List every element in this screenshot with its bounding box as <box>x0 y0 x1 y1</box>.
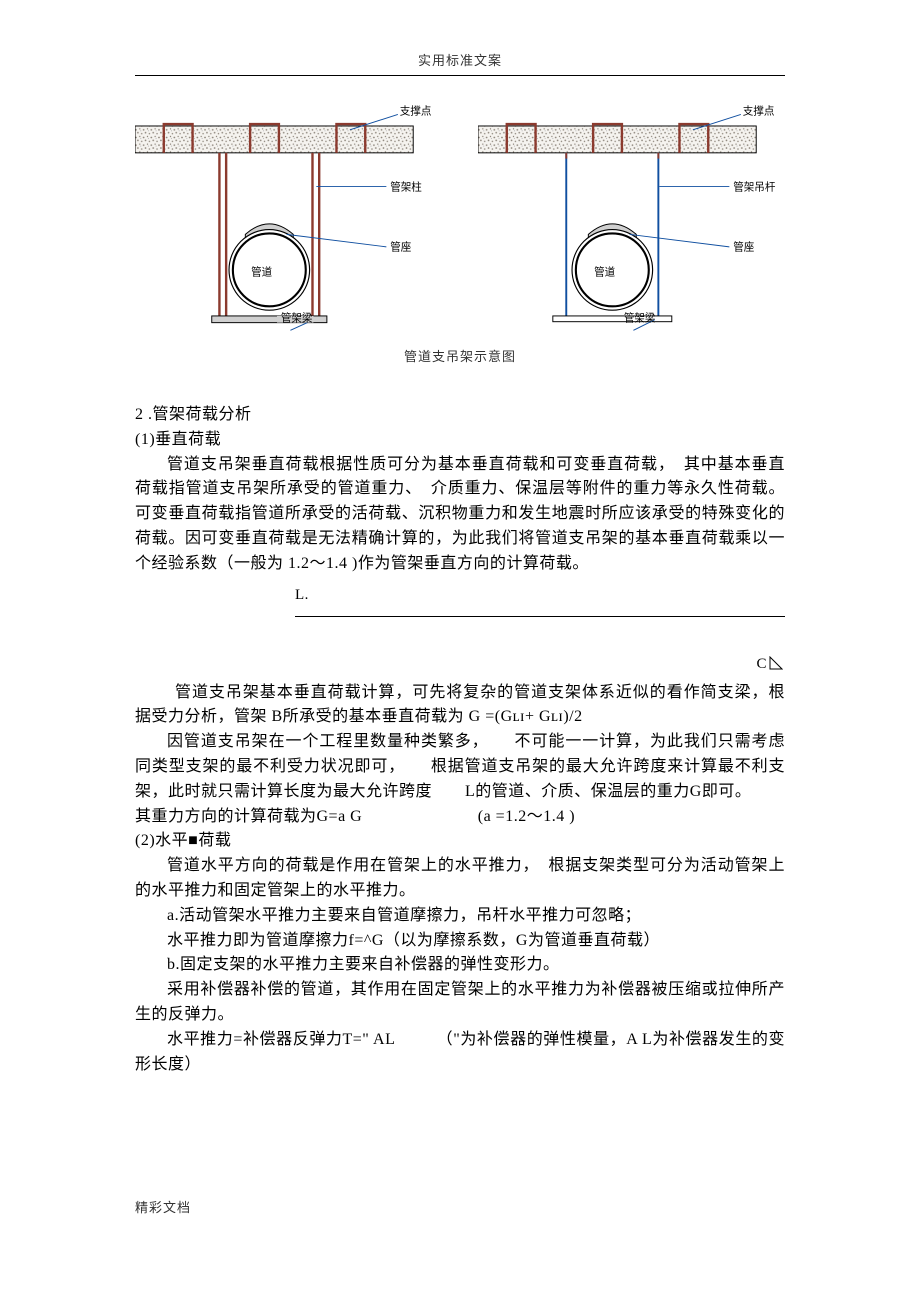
label-support-point: 支撑点 <box>400 104 432 117</box>
L-mark: L. <box>295 587 309 603</box>
label-saddle-right: 管座 <box>733 241 755 254</box>
diagram-left: 支撑点 管架柱 管座 管道 管架梁 <box>135 100 442 340</box>
para-7: 水平推力即为管道摩擦力f=^G（以为摩擦系数，G为管道垂直荷载） <box>135 929 785 954</box>
figure-caption: 管道支吊架示意图 <box>135 346 785 365</box>
para-10: 水平推力=补偿器反弹力T=" AL （"为补偿器的弹性模量，A L为补偿器发生的… <box>135 1028 785 1078</box>
para-8: b.固定支架的水平推力主要来自补偿器的弹性变形力。 <box>135 953 785 978</box>
label-pipe-left: 管道 <box>251 266 273 279</box>
para-9: 采用补偿器补偿的管道，其作用在固定管架上的水平推力为补偿器被压缩或拉伸所产生的反… <box>135 978 785 1028</box>
label-support-point-r: 支撑点 <box>743 104 775 117</box>
figure-row: 支撑点 管架柱 管座 管道 管架梁 <box>135 100 785 340</box>
page-header: 实用标准文案 <box>135 50 785 76</box>
para-3: 因管道支吊架在一个工程里数量种类繁多， 不可能一一计算，为此我们只需考虑同类型支… <box>135 730 785 804</box>
c-mark: C <box>135 653 783 676</box>
label-hanger-rod: 管架吊杆 <box>733 180 776 193</box>
ruler-line <box>295 607 785 617</box>
label-beam-left: 管架梁 <box>281 312 313 325</box>
diagram-right: 支撑点 管架吊杆 管座 管道 管架梁 <box>478 100 785 340</box>
heading-2: 2 .管架荷载分析 <box>135 403 785 428</box>
para-4: 其重力方向的计算荷载为G=a G (a =1.2〜1.4 ) <box>135 805 785 830</box>
sub-1: (1)垂直荷载 <box>135 428 785 453</box>
sub-2: (2)水平■荷载 <box>135 829 785 854</box>
para-6: a.活动管架水平推力主要来自管道摩擦力，吊杆水平推力可忽略； <box>135 904 785 929</box>
label-pipe-right: 管道 <box>594 266 616 279</box>
para-5: 管道水平方向的荷载是作用在管架上的水平推力， 根据支架类型可分为活动管架上的水平… <box>135 854 785 904</box>
page-footer: 精彩文档 <box>135 1197 785 1216</box>
label-saddle-left: 管座 <box>390 241 412 254</box>
para-1: 管道支吊架垂直荷载根据性质可分为基本垂直荷载和可变垂直荷载， 其中基本垂直荷载指… <box>135 453 785 577</box>
label-beam-right: 管架梁 <box>624 312 656 325</box>
para-2: 管道支吊架基本垂直荷载计算，可先将复杂的管道支架体系近似的看作简支梁，根据受力分… <box>135 681 785 731</box>
label-column: 管架柱 <box>390 180 422 193</box>
body-text: 2 .管架荷载分析 (1)垂直荷载 管道支吊架垂直荷载根据性质可分为基本垂直荷载… <box>135 403 785 1077</box>
triangle-icon <box>769 656 783 670</box>
